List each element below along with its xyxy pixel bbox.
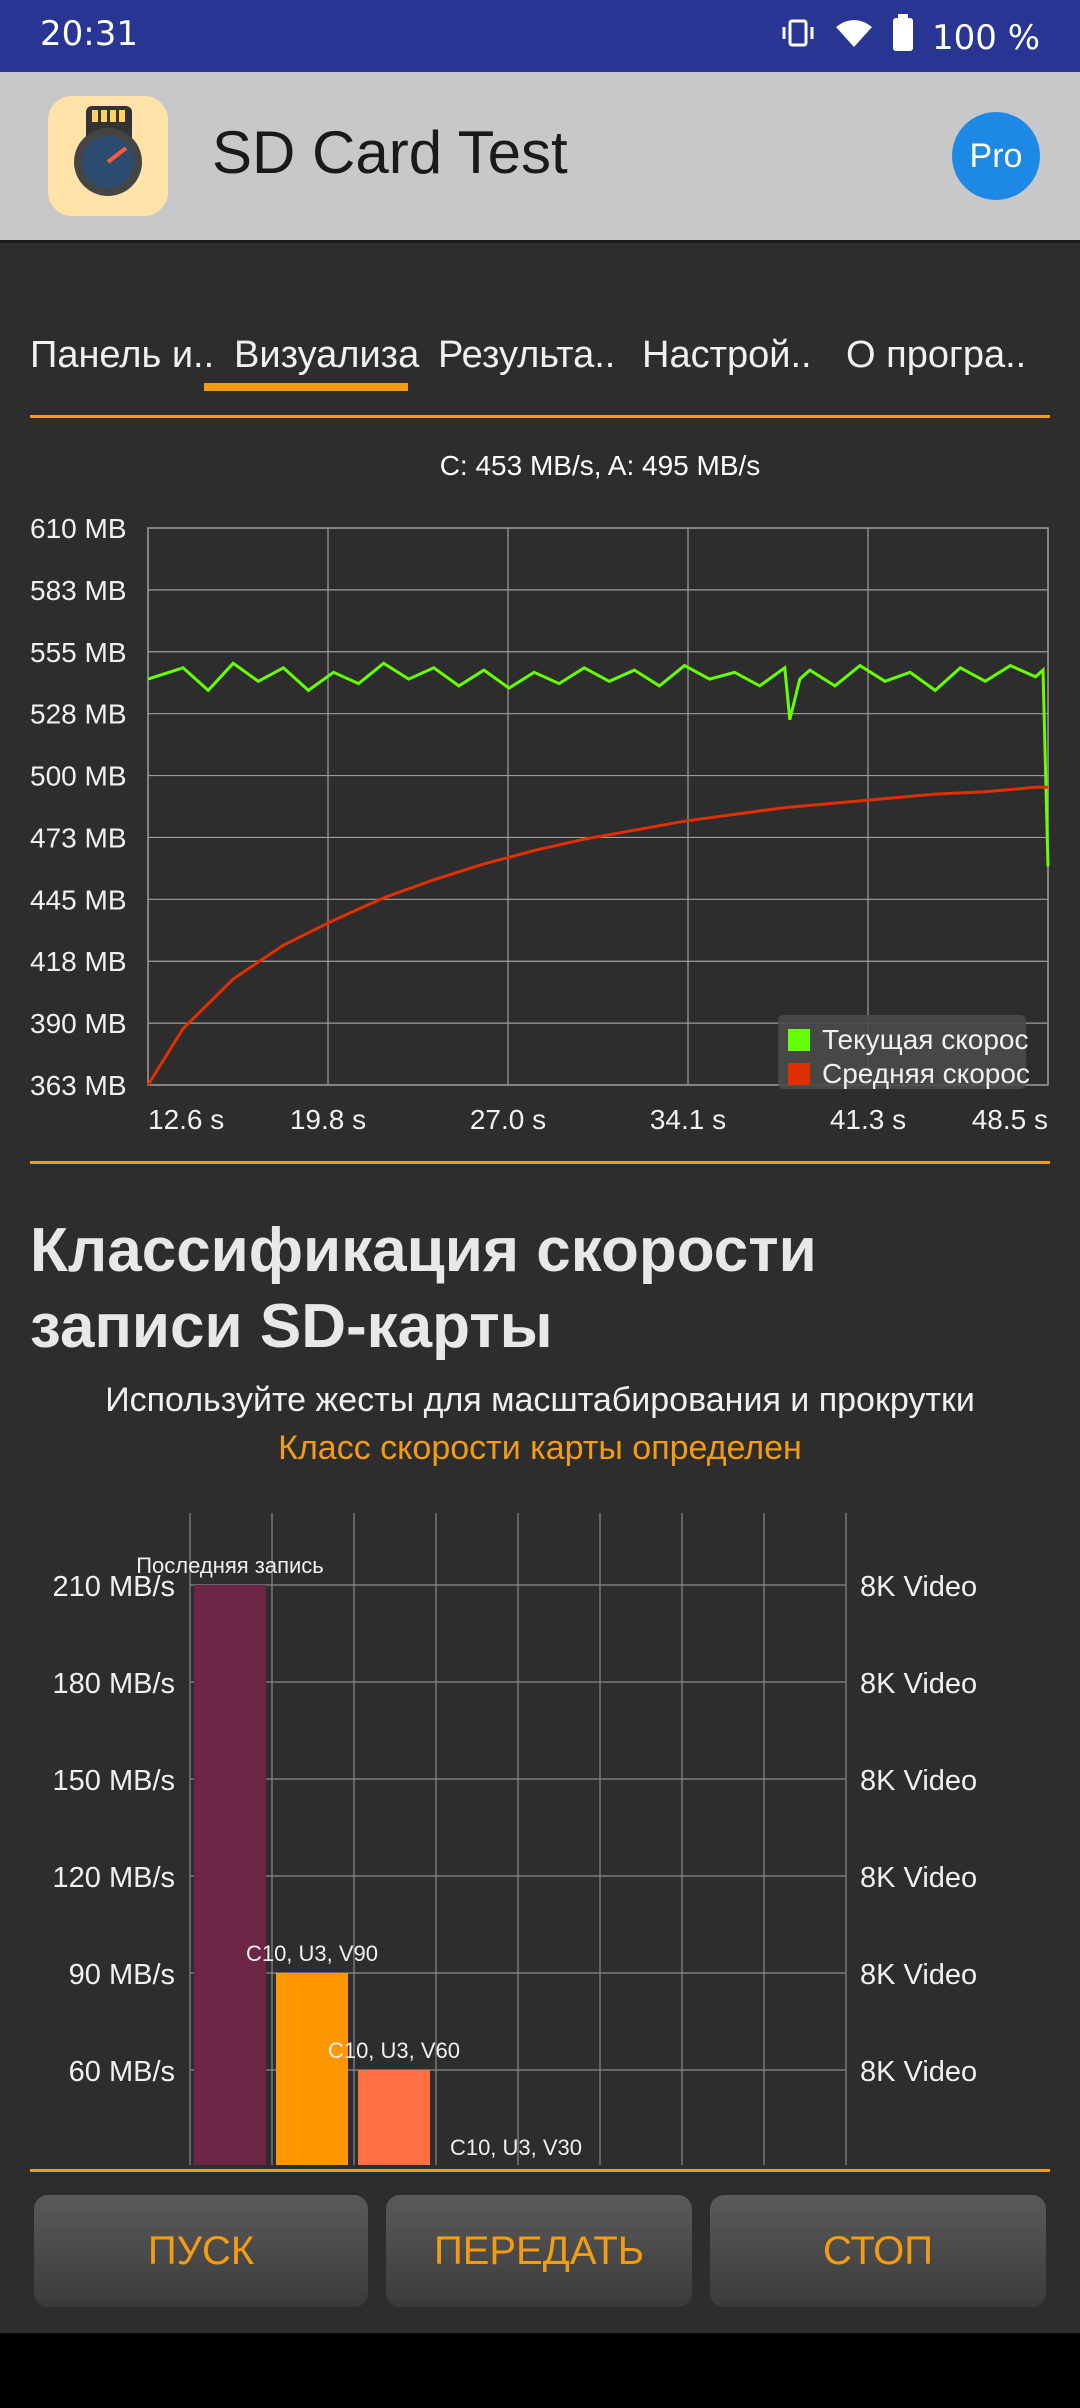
bar-right-tick-label: 8K Video — [860, 1862, 977, 1894]
y-tick-label: 610 MB — [30, 513, 127, 544]
bar-right-tick-label: 8K Video — [860, 1765, 977, 1797]
pro-button[interactable]: Pro — [952, 112, 1040, 200]
class-bar — [358, 2070, 430, 2165]
y-tick-label: 473 MB — [30, 822, 127, 853]
x-tick-label: 27.0 s — [470, 1104, 546, 1135]
average-speed-line — [146, 785, 1048, 1086]
bar-y-tick-label: 120 MB/s — [53, 1862, 176, 1894]
bar-right-tick-label: 8K Video — [860, 1668, 977, 1700]
speed-chart[interactable]: C: 453 MB/s, A: 495 MB/s 610 MB 583 MB 555… — [0, 405, 1080, 1165]
y-tick-label: 418 MB — [30, 946, 127, 977]
x-tick-label: 48.5 s — [972, 1104, 1048, 1135]
y-tick-label: 583 MB — [30, 575, 127, 606]
bar-right-tick-label: 8K Video — [860, 1571, 977, 1603]
bar-y-tick-label: 60 MB/s — [69, 2056, 175, 2088]
status-icons: 100 % — [780, 14, 1040, 61]
speed-chart-caption: C: 453 MB/s, A: 495 MB/s — [440, 450, 761, 481]
speed-chart-grid — [147, 527, 1049, 1086]
app-title: SD Card Test — [212, 119, 568, 186]
bar-right-tick-label: 8K Video — [860, 1959, 977, 1991]
main-content: Панель и.. Визуализа Результа.. Настрой.… — [0, 243, 1080, 2333]
legend-label: Средняя скорос — [822, 1058, 1030, 1089]
stop-button[interactable]: СТОП — [710, 2195, 1046, 2307]
tab-visualization[interactable]: Визуализа — [234, 333, 420, 376]
tab-about[interactable]: О програ.. — [846, 333, 1027, 376]
bar-y-tick-label: 90 MB/s — [69, 1959, 175, 1991]
x-tick-label: 34.1 s — [650, 1104, 726, 1135]
status-time: 20:31 — [40, 14, 138, 54]
app-bar: SD Card Test Pro — [0, 72, 1080, 243]
gesture-hint: Используйте жесты для масштабирования и … — [105, 1381, 975, 1419]
classification-title: Классификация скорости записи SD-карты — [30, 1213, 817, 1365]
bar-label: C10, U3, V30 — [450, 2135, 582, 2160]
legend-box — [778, 1015, 1026, 1089]
x-tick-label: 12.6 s — [148, 1104, 224, 1135]
class-chart[interactable]: 210 MB/s 180 MB/s 150 MB/s 120 MB/s 90 MB/s 6… — [0, 1513, 1080, 2165]
bar-right-tick-label: 8K Video — [860, 2056, 977, 2088]
current-speed-line — [147, 661, 1050, 867]
status-bar: 20:31 100 % — [0, 0, 1080, 72]
section-divider — [30, 1161, 1050, 1164]
tab-dashboard[interactable]: Панель и.. — [30, 333, 215, 376]
y-tick-label: 528 MB — [30, 699, 127, 730]
legend-swatch — [788, 1029, 810, 1051]
bar-label: C10, U3, V60 — [328, 2038, 460, 2063]
y-tick-label: 555 MB — [30, 637, 127, 668]
x-tick-label: 19.8 s — [290, 1104, 366, 1135]
y-tick-label: 445 MB — [30, 884, 127, 915]
class-bar — [276, 1973, 348, 2165]
start-button[interactable]: ПУСК — [34, 2195, 368, 2307]
bar-label: Последняя запись — [136, 1553, 324, 1578]
class-status: Класс скорости карты определен — [278, 1429, 802, 1467]
app-logo-icon — [48, 96, 168, 216]
vibrate-icon — [780, 17, 816, 58]
classification-title-line1: Классификация скорости — [30, 1216, 817, 1285]
classification-title-line2: записи SD-карты — [30, 1292, 553, 1361]
battery-percent: 100 % — [931, 17, 1040, 58]
buttons-divider — [30, 2169, 1050, 2172]
tab-bar: Панель и.. Визуализа Результа.. Настрой.… — [30, 305, 1050, 418]
send-button[interactable]: ПЕРЕДАТЬ — [386, 2195, 692, 2307]
wifi-icon — [834, 17, 874, 58]
bar-y-tick-label: 180 MB/s — [53, 1668, 176, 1700]
tab-results[interactable]: Результа.. — [438, 333, 616, 376]
legend-swatch — [788, 1063, 810, 1085]
y-tick-label: 363 MB — [30, 1070, 127, 1101]
bar-label: C10, U3, V90 — [246, 1941, 378, 1966]
tab-settings[interactable]: Настрой.. — [642, 333, 812, 376]
tab-active-indicator — [204, 383, 408, 391]
battery-icon — [892, 14, 914, 61]
bar-y-tick-label: 210 MB/s — [53, 1571, 176, 1603]
bar-y-tick-label: 150 MB/s — [53, 1765, 176, 1797]
x-tick-label: 41.3 s — [830, 1104, 906, 1135]
y-tick-label: 390 MB — [30, 1008, 127, 1039]
class-bar — [194, 1585, 266, 2165]
y-tick-label: 500 MB — [30, 761, 127, 792]
legend-label: Текущая скорос — [822, 1024, 1029, 1055]
